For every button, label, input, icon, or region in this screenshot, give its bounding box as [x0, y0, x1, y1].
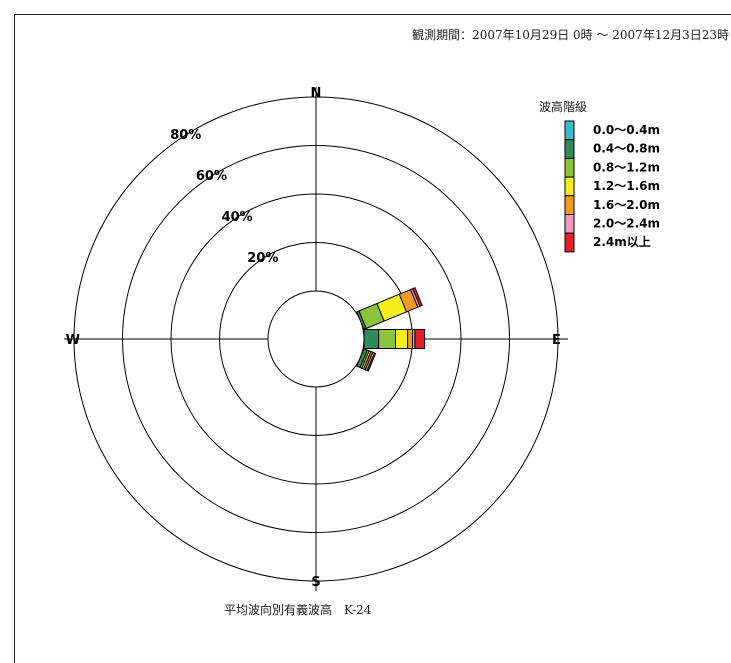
legend-swatch-1 [564, 139, 575, 159]
bar-segment-112.5-6 [366, 352, 377, 372]
direction-label-e: E [552, 333, 561, 348]
legend-swatch-4 [564, 195, 575, 216]
direction-label-n: N [311, 86, 322, 101]
direction-label-s: S [311, 575, 320, 590]
legend-swatch-3 [564, 176, 575, 197]
radial-label-2: 40% [222, 210, 253, 225]
bar-segment-67.5-6 [412, 287, 423, 307]
chart-frame [14, 14, 731, 663]
chart-caption: 平均波向別有義波高 K-24 [224, 603, 372, 617]
radial-label-3: 60% [196, 169, 227, 184]
bar-segment-90-3 [395, 329, 409, 349]
wave-bars [356, 287, 426, 372]
bar-segment-90-6 [414, 329, 426, 349]
legend-label-0: 0.0～0.4m [593, 123, 660, 137]
legend-label-5: 2.0～2.4m [593, 217, 660, 231]
direction-labels: N E S W [66, 86, 561, 590]
radial-labels: 20% 40% 60% 80% [170, 128, 278, 266]
direction-label-w: W [66, 333, 80, 348]
legend-label-3: 1.2～1.6m [593, 179, 660, 193]
legend-swatch-0 [564, 120, 575, 141]
legend-swatch-2 [564, 157, 575, 178]
bar-segment-90-1 [363, 329, 380, 349]
legend-label-4: 1.6～2.0m [593, 198, 660, 212]
radial-label-1: 20% [247, 251, 278, 266]
radial-label-4: 80% [170, 128, 201, 143]
bar-segment-90-4 [407, 329, 413, 349]
legend-label-6: 2.4m以上 [593, 234, 651, 249]
legend-swatch-5 [564, 214, 575, 234]
bar-segment-90-2 [378, 329, 396, 349]
legend-label-1: 0.4～0.8m [593, 142, 660, 156]
legend-title: 波高階級 [539, 99, 587, 114]
legend: 波高階級 0.0～0.4m 0.4～0.8m 0.8～1.2m 1.2～1.6m 1.6～… [539, 99, 660, 253]
legend-label-2: 0.8～1.2m [593, 160, 660, 174]
inner-circle [267, 290, 365, 388]
legend-swatch-6 [564, 232, 575, 253]
observation-period: 観測期間：2007年10月29日 0時 ～ 2007年12月3日23時 [412, 28, 729, 42]
inner-calm-circle [267, 290, 365, 388]
